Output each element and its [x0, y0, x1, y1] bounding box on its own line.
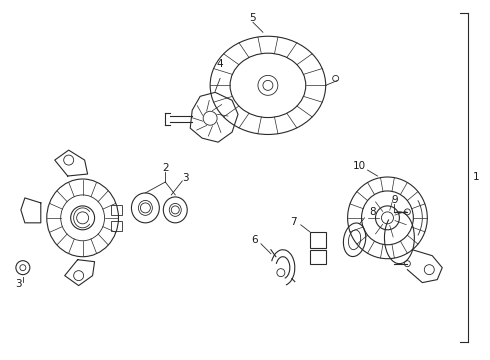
Text: 4: 4 — [217, 59, 223, 69]
Text: 3: 3 — [16, 279, 22, 289]
Text: 10: 10 — [353, 161, 366, 171]
Text: 9: 9 — [391, 195, 398, 205]
Text: 2: 2 — [162, 163, 169, 173]
Text: 1: 1 — [473, 172, 479, 182]
Text: 7: 7 — [291, 217, 297, 227]
Text: 6: 6 — [252, 235, 258, 245]
Text: 8: 8 — [369, 207, 376, 217]
Text: 5: 5 — [250, 13, 256, 23]
Text: 3: 3 — [182, 173, 189, 183]
